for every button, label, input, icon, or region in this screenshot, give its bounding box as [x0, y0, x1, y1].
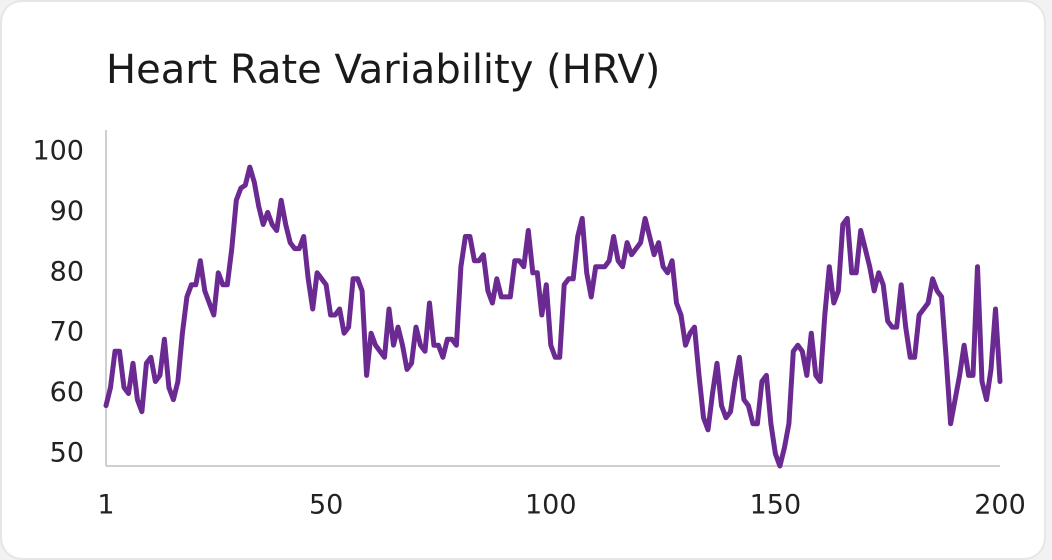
chart-title: Heart Rate Variability (HRV)	[106, 47, 660, 93]
y-tick-label: 70	[50, 317, 84, 348]
data-line	[103, 164, 1003, 469]
x-tick-label: 50	[309, 490, 343, 521]
y-tick-label: 90	[50, 196, 84, 227]
x-tick-label: 1	[97, 490, 114, 521]
y-tick-label: 80	[50, 256, 84, 287]
y-tick-label: 50	[50, 437, 84, 468]
x-tick-label: 200	[974, 490, 1026, 521]
x-tick-label: 150	[750, 490, 802, 521]
x-tick-label: 100	[525, 490, 577, 521]
y-tick-label: 60	[50, 377, 84, 408]
y-tick-label: 100	[32, 136, 84, 167]
